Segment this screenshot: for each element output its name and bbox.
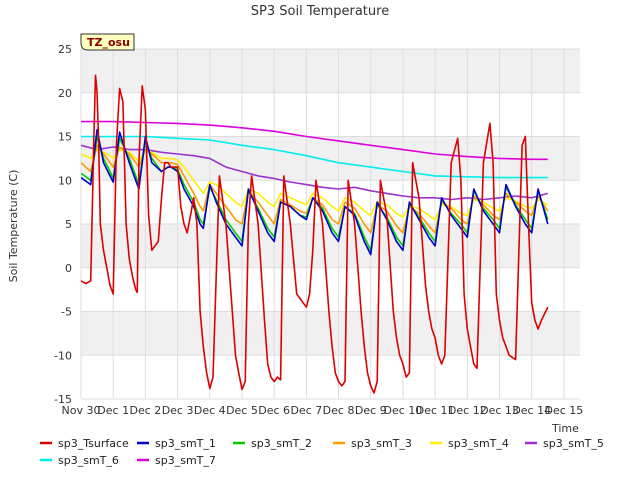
- tag-badge-box: [80, 33, 135, 51]
- x-tick-label: Dec 10: [384, 404, 423, 417]
- y-tick-label: 20: [58, 87, 72, 100]
- legend-item: sp3_smT_2: [233, 437, 312, 450]
- series-layer: [81, 74, 549, 394]
- x-tick-label: Dec 5: [226, 404, 258, 417]
- x-tick-label: Dec 15: [545, 404, 584, 417]
- x-tick-label: Dec 9: [355, 404, 387, 417]
- y-tick-label: 15: [58, 131, 72, 144]
- x-tick-label: Dec 2: [129, 404, 161, 417]
- legend-item: sp3_smT_4: [430, 437, 509, 450]
- x-tick-label: Dec 14: [512, 404, 551, 417]
- plot-band: [81, 49, 580, 93]
- y-tick-label: -10: [54, 349, 72, 362]
- series-line-sp3_smT_7: [81, 120, 548, 161]
- legend-label: sp3_smT_6: [58, 454, 119, 467]
- x-tick-label: Dec 12: [448, 404, 487, 417]
- legend-item: sp3_smT_5: [525, 437, 604, 450]
- series-line-sp3_smT_1: [81, 128, 549, 256]
- tag-label: TZ_osu: [87, 36, 130, 49]
- y-tick-label: 25: [58, 43, 72, 56]
- plot-band: [81, 224, 580, 268]
- y-tick-label: -5: [61, 306, 72, 319]
- tag-badge: TZ_osu: [80, 33, 135, 51]
- legend-item: sp3_smT_7: [137, 454, 216, 467]
- x-tick-label: Dec 13: [480, 404, 519, 417]
- legend-item: sp3_Tsurface: [40, 437, 129, 450]
- legend-label: sp3_smT_7: [155, 454, 216, 467]
- y-tick-label: 5: [65, 218, 72, 231]
- x-tick-label: Dec 3: [162, 404, 194, 417]
- x-tick-label: Dec 4: [194, 404, 226, 417]
- x-tick-label: Dec 7: [290, 404, 322, 417]
- legend-label: sp3_Tsurface: [58, 437, 129, 450]
- legend-label: sp3_smT_5: [543, 437, 604, 450]
- series-line-sp3_smT_3: [81, 144, 549, 234]
- legend-label: sp3_smT_3: [351, 437, 412, 450]
- y-tick-label: -15: [54, 393, 72, 406]
- x-tick-label: Dec 11: [416, 404, 455, 417]
- y-axis-label: Soil Temperature (C): [7, 170, 20, 283]
- chart-title: SP3 Soil Temperature: [251, 4, 389, 19]
- x-tick-label: Dec 6: [258, 404, 290, 417]
- legend-label: sp3_smT_4: [448, 437, 509, 450]
- legend-item: sp3_smT_1: [137, 437, 216, 450]
- x-tick-label: Dec 1: [97, 404, 129, 417]
- legend-label: sp3_smT_2: [251, 437, 312, 450]
- legend-item: sp3_smT_3: [333, 437, 412, 450]
- x-tick-label: Dec 8: [323, 404, 355, 417]
- legend: sp3_Tsurface sp3_smT_1 sp3_smT_2 sp3_smT_3 s…: [40, 437, 604, 467]
- y-tick-label: 10: [58, 174, 72, 187]
- legend-item: sp3_smT_6: [40, 454, 119, 467]
- series-line-sp3_smT_5: [81, 144, 549, 201]
- legend-label: sp3_smT_1: [155, 437, 216, 450]
- y-tick-label: 0: [65, 262, 72, 275]
- series-line-sp3_Tsurface: [81, 74, 549, 394]
- x-tick-label: Nov 30: [62, 404, 101, 417]
- x-axis-label: Time: [551, 422, 579, 435]
